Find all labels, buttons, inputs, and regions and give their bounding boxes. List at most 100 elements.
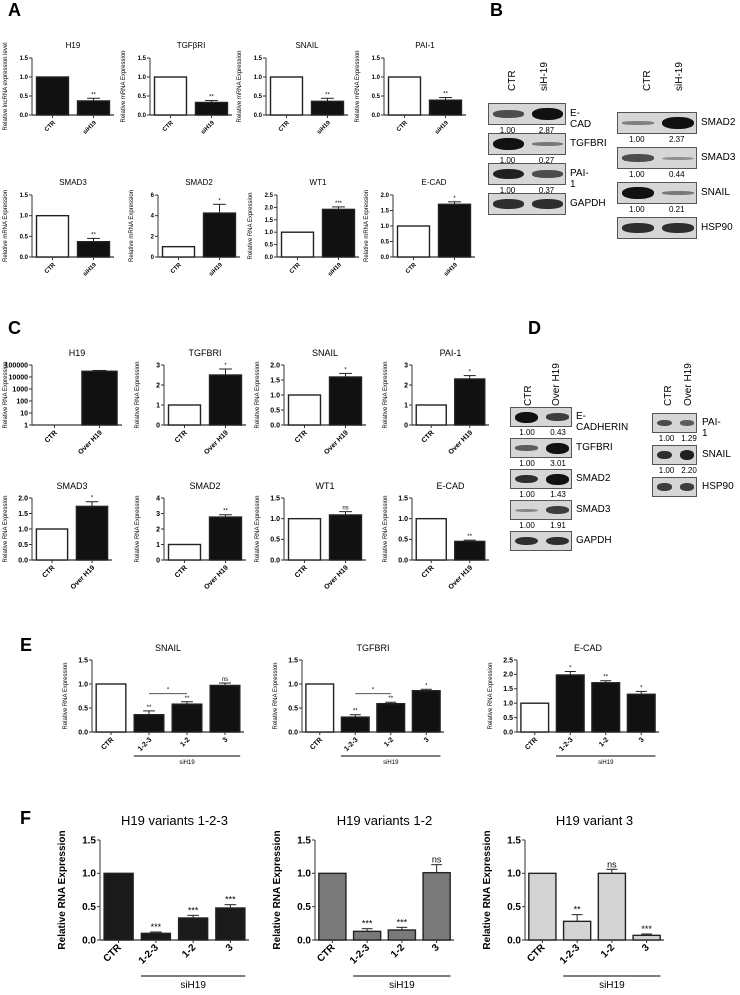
svg-text:siH19: siH19 [327,262,343,278]
svg-text:siH19: siH19 [82,120,98,136]
svg-text:CTR: CTR [174,429,189,444]
svg-text:0.5: 0.5 [254,94,263,100]
svg-text:3: 3 [638,736,646,744]
svg-text:CTR: CTR [396,120,409,133]
chart-c-tgfbri: TGFBRI Relative RNA Expression 0 1 2 3 CTR * Ove… [132,345,252,456]
bar [310,100,345,116]
y-axis-label: Relative RNA Expression [255,361,261,428]
significance-marker: ns [607,859,617,869]
significance-marker: ** [91,92,96,98]
chart-e-e-cad: E-CAD Relative RNA Expression 0.0 0.5 1.0 1.5… [485,640,665,770]
svg-text:CTR: CTR [309,736,324,751]
significance-marker: ** [467,534,472,540]
svg-text:1-2: 1-2 [598,736,610,748]
chart-e-tgfbri: TGFBRI Relative RNA Expression 0.0 0.5 1.0 1.… [270,640,450,770]
significance-marker: * [453,196,456,202]
svg-text:2.0: 2.0 [381,193,390,199]
chart-title: H19 [66,41,81,50]
svg-text:1-2-3: 1-2-3 [137,736,154,753]
bar [75,505,109,561]
svg-text:siH19: siH19 [316,120,332,136]
bar [35,528,69,561]
densitometry-value: 1.00 [499,156,516,165]
svg-text:CTR: CTR [101,942,124,965]
significance-marker: * [224,363,227,369]
bar [208,516,243,561]
significance-marker: *** [362,919,373,929]
y-axis-label: Relative RNA Expression [273,662,279,729]
y-axis-label: Relative lncRNA expression level [3,42,9,130]
lane-label: CTR [507,70,518,91]
blot-strip [510,469,572,489]
svg-text:Over H19: Over H19 [447,429,474,456]
svg-text:1.5: 1.5 [265,218,274,224]
svg-text:1.0: 1.0 [270,392,280,399]
blot-strip [652,445,697,465]
svg-text:1.5: 1.5 [270,495,280,502]
svg-text:0: 0 [151,255,155,261]
bar [528,872,557,941]
svg-text:1.0: 1.0 [254,75,263,81]
bar [340,716,370,733]
svg-text:0.5: 0.5 [398,537,408,544]
significance-marker: *** [188,905,199,915]
chart-title: SNAIL [312,348,338,358]
y-axis-label: Relative RNA Expression [63,662,69,729]
blot-strip [488,193,566,215]
svg-text:1.0: 1.0 [288,681,298,688]
chart-a-h19: H19 Relative lncRNA expression level 0.0 0.… [0,38,120,143]
bar [95,683,127,733]
significance-marker: * [344,367,347,373]
bar [520,702,550,733]
svg-text:CTR: CTR [421,564,436,579]
svg-text:1: 1 [24,422,28,429]
protein-label: PAI-1 [702,417,721,439]
y-axis-label: Relative RNA Expression [3,495,9,562]
significance-marker: * [640,685,643,691]
svg-text:1-2-3: 1-2-3 [343,736,360,753]
densitometry-value: 1.29 [681,434,697,443]
bar [376,702,406,733]
svg-text:CTR: CTR [294,429,309,444]
panel-letter-a: A [8,0,21,20]
bar [287,394,322,426]
blot-strip [488,103,566,125]
chart-title: E-CAD [422,178,447,187]
svg-text:1.5: 1.5 [20,56,29,62]
chart-a-snail: SNAIL Relative mRNA Expression 0.0 0.5 1.0 1.… [234,38,354,143]
significance-marker: ** [147,705,152,711]
svg-text:Over H19: Over H19 [203,429,230,456]
chart-title: E-CAD [436,481,465,491]
chart-f-h19-variants-1-2: H19 variants 1-2 Relative RNA Expression 0… [270,810,460,991]
svg-text:1.5: 1.5 [381,209,390,215]
lane-label: siH-19 [674,62,685,91]
svg-text:0.5: 0.5 [138,94,147,100]
significance-marker: ** [388,696,393,702]
y-axis-label: Relative mRNA Expression [3,190,9,262]
significance-marker: ns [432,855,442,865]
chart-f-h19-variants-1-2-3: H19 variants 1-2-3 Relative RNA Expressio… [55,810,255,991]
blot-strip [510,500,572,520]
chart-c-smad2: SMAD2 Relative RNA Expression 0 1 2 3 4 CTR ** Ov… [132,478,252,591]
chart-a-tgf-ri: TGFβRI Relative mRNA Expression 0.0 0.5 1.0 1… [118,38,238,143]
chart-title: SNAIL [295,41,319,50]
svg-text:0.5: 0.5 [297,902,311,913]
svg-text:2.5: 2.5 [503,657,513,664]
bar [177,917,209,941]
y-axis-label: Relative RNA Expression [3,361,9,428]
chart-f-h19-variant-3: H19 variant 3 Relative RNA Expression 0.0 0… [480,810,670,991]
bar [422,871,451,941]
densitometry-value: 3.01 [550,459,566,468]
bar [454,540,486,561]
protein-label: SNAIL [702,449,731,460]
chart-title: SMAD3 [56,481,87,491]
svg-text:1.5: 1.5 [270,377,280,384]
bar [208,374,243,426]
chart-c-snail: SNAIL Relative RNA Expression 0.0 0.5 1.0 1.5… [252,345,372,456]
blot-strip [617,112,697,134]
svg-text:0.0: 0.0 [254,113,263,119]
svg-text:CTR: CTR [421,429,436,444]
svg-text:1-2: 1-2 [179,736,191,748]
bar [415,517,447,561]
blot-strip [617,182,697,204]
